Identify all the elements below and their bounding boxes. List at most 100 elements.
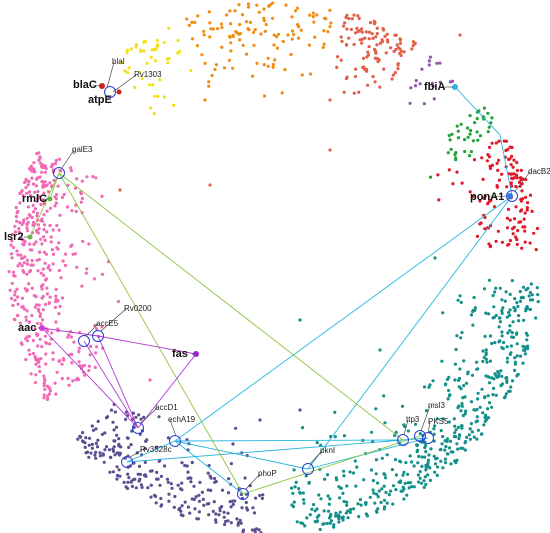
dot	[433, 462, 438, 466]
dot	[505, 315, 509, 319]
dot	[464, 381, 469, 385]
leader-line	[140, 407, 158, 424]
edge	[58, 172, 244, 495]
dot	[271, 1, 275, 5]
dot	[517, 180, 522, 184]
dot	[460, 404, 464, 408]
dot	[11, 303, 15, 307]
dot	[33, 327, 37, 331]
dot	[66, 335, 70, 339]
dot	[459, 387, 463, 391]
dot	[337, 515, 341, 520]
dot	[49, 235, 53, 239]
dot	[190, 460, 194, 465]
leader-line	[112, 74, 137, 93]
dot	[353, 74, 358, 79]
dot	[25, 191, 29, 195]
dot	[505, 216, 509, 220]
gene-label: blaC	[73, 79, 97, 91]
dot	[510, 279, 514, 283]
dot	[384, 490, 388, 495]
dot	[440, 359, 444, 363]
dot	[179, 513, 183, 517]
edge	[83, 340, 139, 429]
dot	[25, 289, 29, 293]
dot	[317, 493, 321, 497]
dot	[510, 335, 514, 339]
dot	[134, 45, 138, 49]
dot	[207, 513, 211, 517]
dot	[214, 512, 218, 516]
dot	[507, 389, 511, 393]
dot	[513, 356, 517, 360]
dot	[40, 287, 44, 291]
edge	[126, 440, 176, 463]
dot	[69, 166, 73, 170]
dot	[384, 476, 388, 480]
dot	[523, 229, 527, 233]
dot	[48, 206, 53, 210]
dot	[360, 30, 364, 34]
dot	[76, 437, 80, 441]
dot	[214, 63, 219, 67]
dot	[295, 520, 299, 524]
dot	[414, 79, 418, 83]
dot	[40, 345, 44, 349]
dot	[134, 486, 138, 490]
dot	[24, 315, 28, 319]
dot	[180, 461, 184, 465]
dot	[37, 360, 41, 364]
dot	[127, 66, 131, 70]
dot	[384, 51, 388, 55]
dot	[185, 17, 189, 21]
dot	[407, 486, 411, 490]
dot	[26, 183, 30, 187]
dot	[453, 378, 457, 382]
dot	[258, 418, 262, 422]
dot	[475, 437, 479, 441]
dot	[133, 85, 137, 90]
dot	[227, 477, 231, 481]
dot	[114, 425, 119, 429]
dot	[475, 419, 479, 423]
dot	[196, 14, 200, 18]
dot	[290, 15, 294, 19]
dot	[403, 481, 407, 485]
dot	[72, 340, 76, 344]
dot	[495, 185, 499, 189]
dot	[518, 299, 523, 303]
dot	[457, 433, 462, 438]
dot	[44, 252, 49, 256]
dot	[424, 450, 428, 454]
dot	[95, 327, 99, 331]
dot	[54, 287, 58, 291]
dot	[243, 476, 247, 480]
dot	[478, 199, 482, 203]
dot	[513, 297, 517, 301]
dot	[493, 290, 497, 294]
dot	[359, 503, 363, 507]
dot	[167, 499, 171, 503]
dot	[352, 13, 356, 17]
dot	[431, 379, 435, 383]
edges	[29, 86, 513, 495]
dot	[79, 192, 83, 196]
dot	[508, 313, 512, 317]
dot	[532, 231, 536, 235]
dot	[229, 521, 233, 525]
dot	[103, 431, 107, 435]
dot	[483, 413, 488, 417]
dot	[409, 86, 413, 90]
dot	[14, 215, 18, 219]
dot	[77, 350, 81, 354]
dot	[480, 432, 484, 436]
dot	[34, 240, 38, 244]
dot	[515, 342, 519, 346]
dot	[266, 56, 270, 60]
dot	[333, 410, 337, 414]
dot	[301, 491, 305, 495]
dot	[366, 83, 370, 87]
dot	[59, 169, 63, 173]
dot	[283, 68, 287, 72]
dot	[511, 232, 515, 236]
